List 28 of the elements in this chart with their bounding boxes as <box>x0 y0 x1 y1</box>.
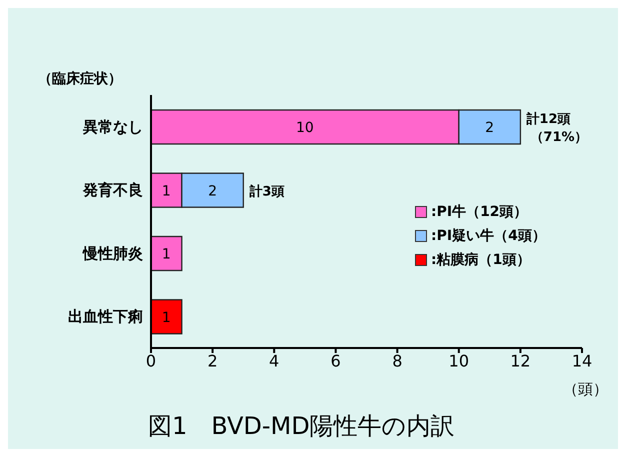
text: 図1 BVD-MD陽性牛の内訳 <box>148 411 455 442</box>
total-label: 計12頭（71%） <box>525 111 588 145</box>
x-tick-label: 2 <box>207 351 218 370</box>
data-label: 2 <box>208 183 218 200</box>
bar <box>151 299 182 334</box>
x-tick-label: 8 <box>392 351 402 370</box>
y-tick-label: 発育不良 <box>82 181 143 200</box>
x-tick-label: 14 <box>572 351 592 370</box>
data-label: 1 <box>162 310 171 326</box>
total-label: 計3頭 <box>248 183 284 200</box>
x-tick-label: 0 <box>146 351 156 370</box>
x-tick-label: 6 <box>330 351 341 370</box>
legend-label: :粘膜病（1頭） <box>431 251 530 269</box>
x-tick-label: 10 <box>448 351 470 370</box>
x-tick-label: 4 <box>269 351 280 370</box>
y-axis-title: （臨床症状） <box>38 70 122 88</box>
legend-label: :PI疑い牛（4頭） <box>431 227 546 245</box>
legend-label: :PI牛（12頭） <box>431 203 528 221</box>
y-tick-label: 異常なし <box>82 118 143 136</box>
data-label: 2 <box>485 120 494 136</box>
x-axis-title: （頭） <box>563 380 608 399</box>
y-tick-label: 慢性肺炎 <box>82 244 143 262</box>
data-label: 1 <box>162 183 171 200</box>
data-label: 1 <box>162 246 171 262</box>
bar <box>151 236 182 272</box>
data-label: 10 <box>296 120 314 136</box>
x-tick-label: 12 <box>510 351 531 370</box>
y-tick-label: 出血性下痢 <box>68 308 143 326</box>
